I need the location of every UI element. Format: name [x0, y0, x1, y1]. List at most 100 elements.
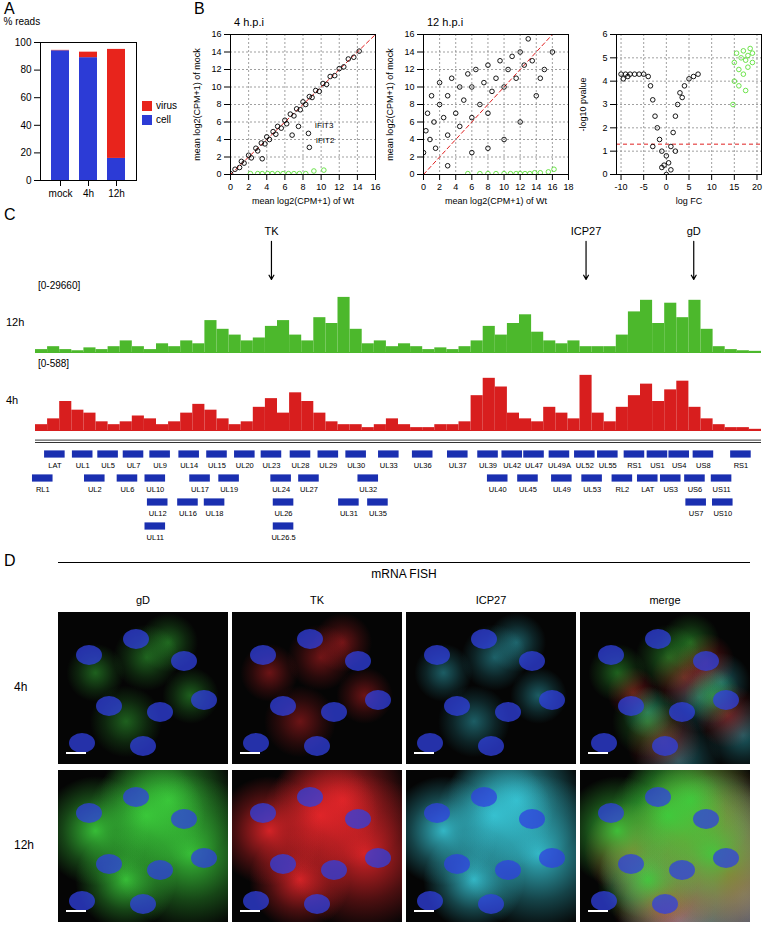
svg-text:UL47: UL47 [525, 461, 543, 470]
svg-text:mock: mock [49, 188, 74, 199]
svg-text:40: 40 [20, 120, 32, 131]
svg-text:12: 12 [211, 64, 221, 74]
svg-text:UL29: UL29 [319, 461, 337, 470]
svg-text:UL35: UL35 [369, 509, 387, 518]
svg-text:6: 6 [216, 117, 221, 127]
svg-text:UL40: UL40 [489, 485, 507, 494]
svg-text:UL6: UL6 [121, 485, 135, 494]
svg-text:UL17: UL17 [191, 485, 209, 494]
svg-text:8: 8 [409, 99, 414, 109]
svg-text:2: 2 [437, 182, 442, 192]
svg-text:RS1: RS1 [627, 461, 642, 470]
svg-text:% reads: % reads [4, 16, 41, 27]
svg-text:5: 5 [602, 53, 607, 63]
svg-text:UL19: UL19 [220, 485, 238, 494]
svg-text:0: 0 [216, 169, 221, 179]
svg-text:-log10 pvalue: -log10 pvalue [578, 77, 588, 131]
svg-text:LAT: LAT [48, 461, 62, 470]
svg-text:UL37: UL37 [449, 461, 467, 470]
svg-text:UL5: UL5 [101, 461, 115, 470]
svg-text:3: 3 [602, 99, 607, 109]
svg-text:16: 16 [211, 29, 221, 39]
svg-text:UL39: UL39 [479, 461, 497, 470]
svg-text:16: 16 [370, 182, 380, 192]
svg-text:80: 80 [20, 64, 32, 75]
svg-text:10: 10 [211, 82, 221, 92]
svg-text:4: 4 [409, 134, 414, 144]
svg-text:60: 60 [20, 92, 32, 103]
svg-text:6: 6 [409, 117, 414, 127]
svg-text:12: 12 [404, 64, 414, 74]
svg-text:UL11: UL11 [147, 533, 164, 542]
svg-text:RS1: RS1 [734, 461, 749, 470]
svg-text:mean log2(CPM+1) of mock: mean log2(CPM+1) of mock [385, 48, 395, 161]
svg-text:1: 1 [602, 146, 607, 156]
svg-text:16: 16 [404, 29, 414, 39]
svg-text:12: 12 [334, 182, 344, 192]
svg-text:UL26.5: UL26.5 [271, 533, 295, 542]
svg-text:UL53: UL53 [583, 485, 601, 494]
svg-text:UL49: UL49 [553, 485, 571, 494]
svg-text:US1: US1 [650, 461, 665, 470]
svg-text:0: 0 [421, 182, 426, 192]
svg-text:mean log2(CPM+1) of Wt: mean log2(CPM+1) of Wt [252, 196, 354, 206]
svg-text:US6: US6 [688, 485, 703, 494]
svg-text:10: 10 [404, 82, 414, 92]
svg-text:8: 8 [485, 182, 490, 192]
svg-text:10: 10 [707, 182, 717, 192]
svg-text:LAT: LAT [641, 485, 655, 494]
svg-text:-5: -5 [640, 182, 648, 192]
svg-text:UL36: UL36 [414, 461, 432, 470]
svg-text:6: 6 [469, 182, 474, 192]
svg-text:UL31: UL31 [340, 509, 358, 518]
svg-text:2: 2 [216, 152, 221, 162]
svg-text:UL30: UL30 [347, 461, 365, 470]
svg-text:log FC: log FC [676, 196, 703, 206]
svg-text:15: 15 [729, 182, 739, 192]
svg-text:0: 0 [409, 169, 414, 179]
svg-text:16: 16 [547, 182, 557, 192]
svg-text:UL33: UL33 [380, 461, 398, 470]
svg-text:4: 4 [602, 76, 607, 86]
svg-text:UL10: UL10 [146, 485, 164, 494]
svg-text:14: 14 [531, 182, 541, 192]
svg-text:US11: US11 [712, 485, 730, 494]
svg-text:RL2: RL2 [615, 485, 629, 494]
svg-text:UL20: UL20 [236, 461, 254, 470]
svg-text:UL12: UL12 [149, 509, 167, 518]
svg-text:100: 100 [15, 37, 32, 48]
svg-text:UL45: UL45 [519, 485, 537, 494]
svg-text:UL52: UL52 [576, 461, 594, 470]
svg-text:UL32: UL32 [359, 485, 377, 494]
svg-text:UL9: UL9 [153, 461, 167, 470]
svg-text:10: 10 [499, 182, 509, 192]
svg-text:4h: 4h [83, 188, 94, 199]
svg-text:UL24: UL24 [272, 485, 290, 494]
svg-text:US7: US7 [689, 509, 704, 518]
svg-text:4: 4 [216, 134, 221, 144]
svg-text:12h: 12h [108, 188, 125, 199]
svg-text:UL55: UL55 [599, 461, 617, 470]
svg-text:6: 6 [602, 29, 607, 39]
svg-text:US3: US3 [663, 485, 678, 494]
svg-text:4: 4 [453, 182, 458, 192]
svg-text:0: 0 [26, 175, 32, 186]
svg-text:RL1: RL1 [36, 485, 50, 494]
svg-text:IFIT2: IFIT2 [316, 136, 335, 145]
svg-text:UL18: UL18 [206, 509, 224, 518]
svg-text:20: 20 [752, 182, 762, 192]
svg-text:-10: -10 [615, 182, 628, 192]
svg-text:14: 14 [352, 182, 362, 192]
svg-text:5: 5 [686, 182, 691, 192]
svg-text:mean log2(CPM+1) of mock: mean log2(CPM+1) of mock [192, 48, 202, 161]
svg-text:UL49A: UL49A [548, 461, 571, 470]
svg-text:UL42: UL42 [503, 461, 521, 470]
svg-text:UL14: UL14 [180, 461, 198, 470]
svg-text:UL27: UL27 [300, 485, 318, 494]
svg-text:10: 10 [316, 182, 326, 192]
svg-text:UL7: UL7 [127, 461, 141, 470]
svg-text:8: 8 [216, 99, 221, 109]
svg-text:14: 14 [404, 47, 414, 57]
svg-text:20: 20 [20, 147, 32, 158]
svg-text:18: 18 [563, 182, 573, 192]
